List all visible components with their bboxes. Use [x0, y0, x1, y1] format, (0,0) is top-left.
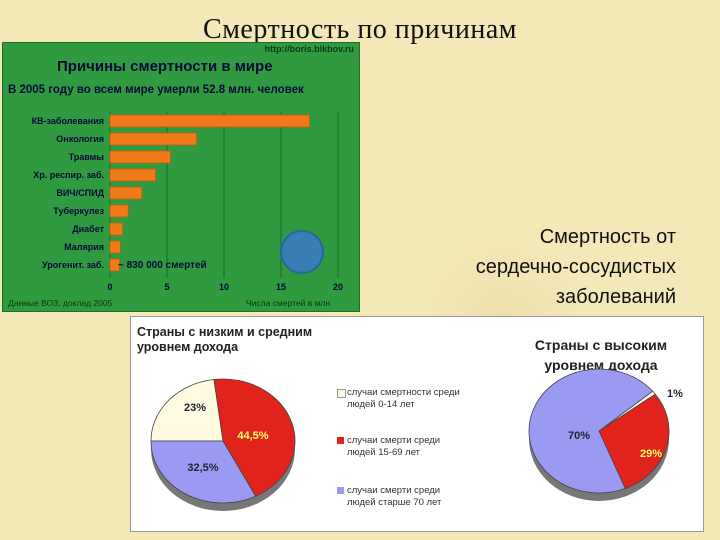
category-label: Онкология	[56, 134, 104, 144]
caption-line: заболеваний	[555, 286, 676, 308]
x-tick-label: 5	[164, 282, 169, 292]
caption-line: сердечно-сосудистых	[475, 256, 676, 278]
bar	[109, 240, 121, 254]
slide-title: Смертность по причинам	[203, 14, 517, 45]
legend-swatch	[337, 389, 346, 398]
pie-value-label: 70%	[568, 430, 590, 442]
legend-text: случаи смерти среди	[347, 485, 441, 496]
pie-left-title-line: уровнем дохода	[137, 340, 239, 354]
caption-line: Смертность от	[539, 226, 676, 248]
pie-slice	[150, 379, 224, 442]
category-label: Урогенит. заб.	[42, 260, 104, 270]
category-label: Диабет	[72, 224, 104, 234]
bar-chart-panel: http://boris.bikbov.ru Причины смертност…	[2, 42, 360, 312]
slide-caption: Смертность от сердечно-сосудистых заболе…	[416, 222, 676, 312]
x-tick-label: 0	[107, 282, 112, 292]
bar	[109, 204, 129, 218]
bar	[109, 114, 310, 128]
bar	[109, 150, 171, 164]
source-url: http://boris.bikbov.ru	[264, 44, 354, 54]
legend-item-children: случаи смертности среди людей 0-14 лет	[337, 387, 467, 411]
pie-value-label: 32,5%	[187, 462, 218, 474]
pie-charts-panel: Страны с низким и средним уровнем дохода…	[130, 316, 704, 532]
bar	[109, 222, 123, 236]
legend-item-adults: случаи смерти среди людей 15-69 лет	[337, 435, 467, 459]
pie-value-label: 29%	[640, 448, 662, 460]
pie-value-label: 44,5%	[237, 430, 268, 442]
bar	[109, 168, 156, 182]
bar-chart-title: Причины смертности в мире	[57, 58, 273, 75]
pie-value-label: 23%	[184, 402, 206, 414]
x-tick-label: 15	[276, 282, 286, 292]
pie-value-label: 1%	[667, 388, 683, 400]
pie-slice	[528, 368, 654, 494]
legend-text: случаи смертности среди	[347, 387, 460, 398]
who-logo-icon	[280, 230, 324, 274]
bar-chart: 0 5 10 15 20 КВ-заболевания Онкология Травмы Хр.…	[32, 112, 343, 292]
bar-units: Числа смертей в млн	[246, 298, 331, 308]
bar	[109, 132, 198, 146]
legend-text: случаи смерти среди	[347, 435, 441, 446]
bar-source: Данные ВОЗ, доклад 2005	[8, 298, 113, 308]
category-label: КВ-заболевания	[32, 116, 104, 126]
bar	[109, 258, 120, 272]
x-tick-label: 10	[219, 282, 229, 292]
pie-left-title-line: Страны с низким и средним	[137, 325, 313, 339]
pie-right-title-line: уровнем дохода	[544, 357, 658, 373]
legend-text: людей 0-14 лет	[347, 399, 415, 410]
pie-slice	[150, 440, 257, 504]
pie-charts: 23% 44,5% 32,5% 1% 29% 70%	[150, 368, 683, 511]
category-label: Хр. респир. заб.	[33, 170, 104, 180]
category-label: Туберкулез	[53, 206, 104, 216]
category-label: ВИЧ/СПИД	[56, 188, 104, 198]
category-label: Травмы	[69, 152, 105, 162]
legend-item-elderly: случаи смерти среди людей старше 70 лет	[337, 485, 467, 509]
pie-slice	[213, 378, 296, 497]
legend-text: людей старше 70 лет	[347, 497, 442, 508]
legend-swatch	[337, 487, 344, 494]
pie-right-title: Страны с высоким уровнем дохода	[511, 335, 691, 375]
bar-chart-subtitle: В 2005 году во всем мире умерли 52.8 млн…	[8, 84, 304, 96]
pie-slice	[598, 393, 670, 489]
legend-swatch	[337, 437, 344, 444]
bar	[109, 186, 143, 200]
x-tick-label: 20	[333, 282, 343, 292]
category-label: Малярия	[64, 242, 104, 252]
pie-right-title-line: Страны с высоким	[534, 337, 668, 353]
legend-text: людей 15-69 лет	[347, 447, 421, 458]
bar-annotation: ~ 830 000 смертей	[118, 260, 207, 271]
pie-left-title: Страны с низким и средним уровнем дохода	[137, 325, 312, 355]
